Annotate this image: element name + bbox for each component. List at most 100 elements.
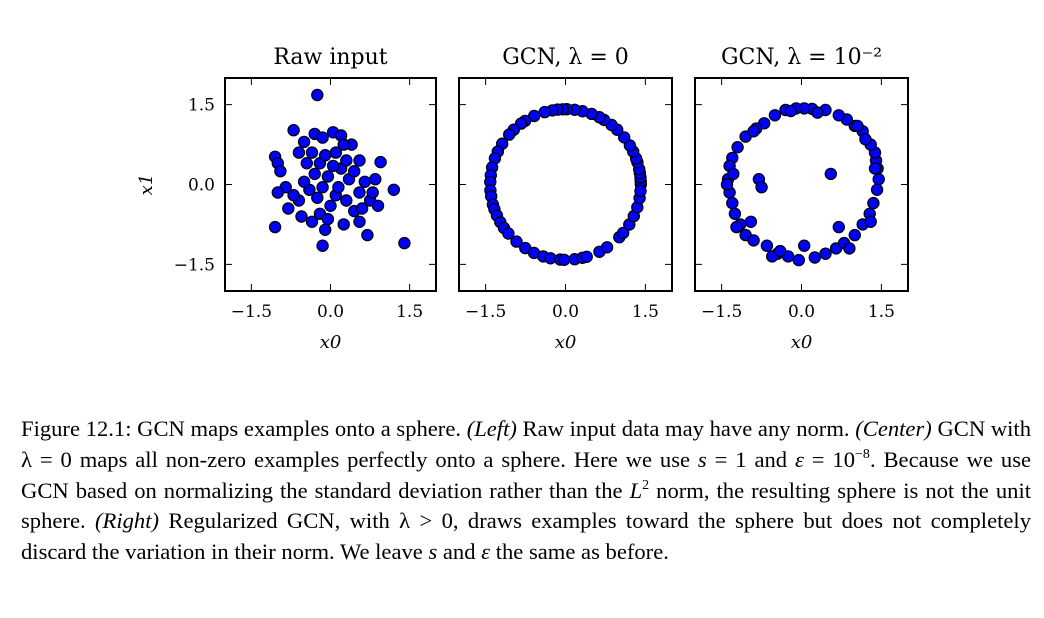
x-axis-label: x0	[555, 332, 577, 353]
scatter-point	[727, 167, 740, 181]
x-tick-label: 1.5	[396, 302, 423, 322]
scatter-point	[374, 155, 387, 169]
caption-text: , draws examples toward the sphere but d…	[21, 508, 1031, 565]
scatter-point	[819, 247, 832, 260]
scatter-point	[872, 172, 885, 186]
y-axis-label: x1	[136, 174, 157, 196]
scatter-point	[864, 215, 877, 228]
lambda-greater-zero: λ > 0	[399, 508, 453, 534]
scatter-point	[774, 244, 787, 258]
x-tick-label: −1.5	[465, 302, 506, 322]
caption-text: GCN with	[931, 416, 1031, 441]
panel-title: Raw input	[273, 45, 387, 70]
scatter-point	[311, 191, 324, 204]
scatter-point	[316, 131, 329, 144]
x-axis-label: x0	[320, 332, 342, 353]
scatter-point	[726, 196, 739, 210]
x-tick-label: 0.0	[552, 302, 579, 322]
scatter-point	[728, 207, 742, 220]
scatter-point	[319, 223, 332, 236]
scatter-point	[747, 234, 760, 247]
scatter-point	[295, 210, 308, 223]
scatter-point	[832, 220, 846, 234]
scatter-point	[618, 131, 631, 144]
scatter-point	[305, 146, 319, 159]
scatter-point	[808, 251, 822, 264]
caption-center-label: (Center)	[855, 416, 932, 441]
x-tick-label: 1.5	[632, 302, 659, 322]
scatter-point	[271, 186, 284, 199]
scatter-point	[843, 242, 856, 255]
caption-text: Raw input data may have any norm.	[516, 416, 856, 441]
scatter-point	[340, 154, 353, 167]
scatter-point	[398, 236, 411, 250]
scatter-point	[337, 138, 350, 151]
y-tick-label: −1.5	[174, 255, 215, 275]
scatter-point	[510, 235, 523, 248]
scatter-point	[502, 227, 515, 240]
scatter-point	[282, 202, 295, 215]
scatter-point	[792, 253, 806, 267]
var-l: L	[629, 477, 643, 503]
figure-12-1: −1.5 0.0 1.5 x0 Raw input 1.5 0.0 −1.5 x1 −1.5 0.0…	[136, 45, 909, 353]
scatter-point	[600, 241, 614, 254]
scatter-point	[355, 202, 369, 215]
scatter-point	[720, 178, 734, 191]
scatter-point	[503, 128, 516, 141]
x-tick-label: 0.0	[317, 302, 344, 322]
x-tick-label: 1.5	[868, 302, 895, 322]
scatter-point	[870, 183, 884, 196]
scatter-point	[292, 146, 306, 159]
scatter-point	[760, 239, 774, 252]
caption-text: and	[746, 446, 795, 472]
scatter-point	[361, 228, 374, 242]
scatter-point	[319, 148, 332, 162]
var-epsilon: ε	[794, 446, 804, 472]
scatter-point	[851, 119, 864, 133]
scatter-point	[558, 253, 571, 266]
caption-text: and	[437, 539, 482, 565]
scatter-point	[811, 106, 824, 119]
l-exponent: 2	[642, 477, 650, 493]
plot-frame	[224, 77, 437, 292]
caption-text: the same as before.	[490, 539, 669, 565]
caption-left-label: (Left)	[466, 416, 517, 441]
figure-caption: Figure 12.1: GCN maps examples onto a sp…	[21, 414, 1031, 568]
scatter-point	[538, 105, 551, 119]
scatter-point	[848, 228, 862, 242]
scatter-point	[321, 212, 335, 226]
scatter-point	[332, 180, 345, 194]
scatter-point	[859, 132, 872, 146]
scatter-point	[300, 156, 313, 170]
scatter-point	[387, 183, 400, 196]
scatter-point	[340, 194, 353, 207]
scatter-point	[268, 220, 282, 234]
scatter-point	[580, 250, 593, 263]
scatter-point	[747, 125, 760, 138]
scatter-point	[768, 109, 782, 122]
scatter-point	[321, 170, 335, 183]
x-tick-label: −1.5	[231, 302, 272, 322]
scatter-point	[287, 188, 300, 202]
scatter-point	[634, 184, 647, 198]
s-equals: = 1	[706, 446, 747, 472]
scatter-point	[308, 167, 321, 181]
scatter-point	[353, 186, 366, 199]
y-tick-label: 0.0	[188, 176, 215, 196]
caption-right-label: (Right)	[95, 508, 159, 534]
epsilon-exponent: −8	[855, 446, 870, 462]
scatter-point	[326, 159, 340, 173]
scatter-point	[353, 154, 366, 167]
scatter-point	[371, 199, 385, 212]
scatter-point	[324, 199, 337, 212]
scatter-point	[297, 175, 311, 188]
caption-text: Regularized GCN, with	[159, 508, 400, 534]
caption-text: . Because we use GCN based on normalizin…	[21, 446, 1032, 503]
var-s: s	[428, 539, 438, 565]
y-tick-label: 1.5	[188, 96, 215, 116]
x-tick-label: 0.0	[788, 302, 815, 322]
scatter-point	[287, 123, 300, 137]
scatter-point	[274, 164, 287, 178]
var-epsilon: ε	[481, 539, 491, 565]
scatter-point	[369, 172, 382, 186]
